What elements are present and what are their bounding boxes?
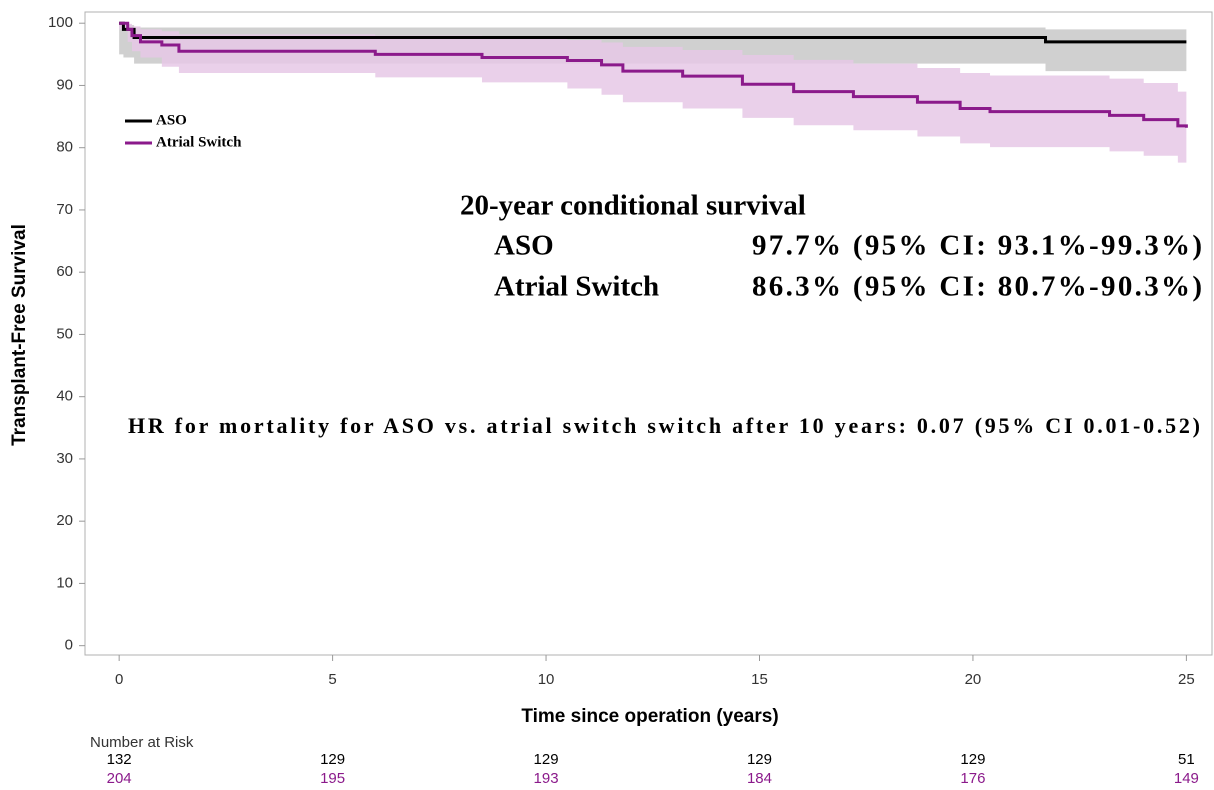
at-risk-count: 176	[960, 770, 985, 787]
annotation-label: ASO	[494, 230, 554, 262]
x-tick-label: 0	[115, 671, 123, 688]
x-tick-label: 5	[328, 671, 336, 688]
at-risk-count: 132	[107, 751, 132, 768]
plot-area	[119, 21, 1188, 165]
at-risk-count: 195	[320, 770, 345, 787]
x-axis-label: Time since operation (years)	[521, 706, 778, 727]
at-risk-count: 129	[747, 751, 772, 768]
annotation-title: 20-year conditional survival	[460, 190, 806, 222]
risk-table-label: Number at Risk	[90, 734, 194, 751]
x-tick-label: 25	[1178, 671, 1195, 688]
y-tick-label: 10	[56, 574, 73, 591]
annotation-value: 86.3% (95% CI: 80.7%-90.3%)	[752, 271, 1202, 303]
y-tick-label: 60	[56, 263, 73, 280]
y-axis-label: Transplant-Free Survival	[9, 224, 30, 446]
legend-label: ASO	[156, 112, 187, 128]
x-tick-label: 20	[965, 671, 982, 688]
legend-label: Atrial Switch	[156, 134, 242, 150]
y-tick-label: 70	[56, 201, 73, 218]
at-risk-count: 204	[107, 770, 132, 787]
y-tick-label: 90	[56, 76, 73, 93]
y-tick-label: 0	[65, 637, 73, 654]
at-risk-count: 193	[534, 770, 559, 787]
annotation-hr: HR for mortality for ASO vs. atrial swit…	[128, 413, 1200, 438]
y-tick-label: 80	[56, 139, 73, 156]
survival-line	[119, 21, 1188, 128]
at-risk-count: 129	[320, 751, 345, 768]
y-tick-label: 100	[48, 14, 73, 31]
x-tick-label: 10	[538, 671, 555, 688]
annotation-label: Atrial Switch	[494, 271, 659, 303]
at-risk-count: 149	[1174, 770, 1199, 787]
at-risk-count: 51	[1178, 751, 1195, 768]
y-tick-label: 40	[56, 388, 73, 405]
annotation-value: 97.7% (95% CI: 93.1%-99.3%)	[752, 230, 1202, 262]
at-risk-count: 184	[747, 770, 772, 787]
at-risk-count: 129	[960, 751, 985, 768]
ci-band	[119, 23, 1187, 165]
plot-frame	[84, 11, 1213, 656]
y-tick-label: 20	[56, 512, 73, 529]
y-tick-label: 50	[56, 325, 73, 342]
at-risk-count: 129	[534, 751, 559, 768]
y-tick-label: 30	[56, 450, 73, 467]
x-tick-label: 15	[751, 671, 768, 688]
